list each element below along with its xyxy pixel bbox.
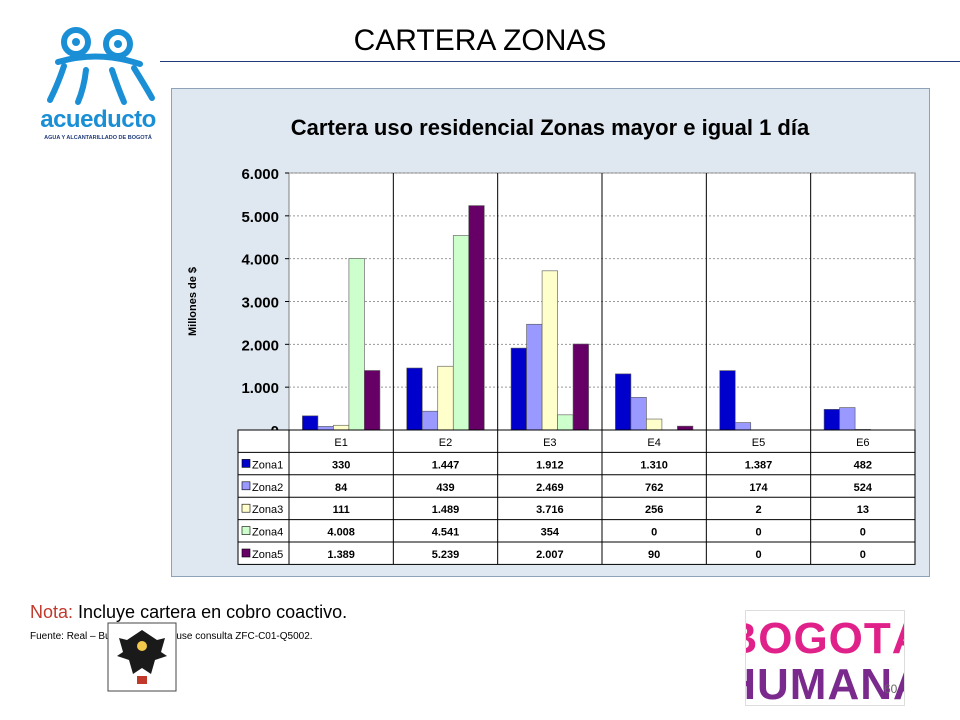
bar-zona2-e1 (317, 426, 334, 431)
bar-zona1-e3 (510, 347, 527, 431)
y-axis-label: Millones de $ (187, 267, 199, 336)
category-label: E4 (647, 437, 660, 449)
bar-zona1-e4 (615, 373, 632, 431)
bar-chart: Cartera uso residencial Zonas mayor e ig… (187, 115, 916, 565)
acueducto-wordmark: acueducto (40, 106, 156, 133)
data-label: 762 (645, 482, 663, 494)
category-label: E1 (334, 437, 347, 449)
data-label: 90 (648, 549, 660, 561)
data-label: 13 (857, 504, 869, 516)
slide-title: CARTERA ZONAS (353, 24, 607, 57)
legend-swatch-zona3 (241, 503, 251, 513)
y-tick-label: 5.000 (241, 209, 279, 226)
legend-swatch-zona1 (241, 459, 251, 468)
data-label: 524 (854, 482, 873, 494)
data-label: 439 (436, 482, 454, 494)
data-label: 84 (335, 482, 348, 494)
bar-zona4-e2 (452, 235, 470, 431)
bogota-crest-icon (107, 622, 177, 692)
data-label: 1.912 (536, 459, 564, 471)
bogota-line2-text: HUMANA (746, 660, 904, 705)
legend-swatch-zona2 (241, 481, 251, 491)
bogota-wordmark: BOGOTÁ (746, 613, 904, 669)
category-label: E2 (439, 437, 452, 449)
y-tick-label: 1.000 (241, 380, 279, 397)
bar-zona4-e1 (348, 258, 365, 431)
data-label: 354 (541, 527, 560, 539)
legend-swatch-zona4 (241, 526, 251, 535)
data-label: 256 (645, 504, 663, 516)
bogota-humana-logo: BOGOTÁ HUMANA (745, 610, 905, 706)
data-label: 2 (755, 504, 761, 516)
acueducto-logo: acueducto AGUA Y ALCANTARILLADO DE BOGOT… (28, 22, 168, 152)
humana-wordmark: HUMANA (746, 659, 904, 705)
y-tick-label: 2.000 (241, 337, 279, 354)
data-label: 111 (333, 504, 350, 516)
legend-label: Zona3 (252, 504, 283, 516)
data-label: 482 (854, 459, 872, 471)
bar-zona5-e4 (677, 425, 694, 431)
y-tick-label: 4.000 (241, 252, 279, 269)
bar-zona4-e3 (557, 414, 574, 431)
note-text: Incluye cartera en cobro coactivo. (73, 602, 348, 622)
bar-zona5-e1 (364, 370, 381, 431)
legend-label: Zona1 (252, 459, 283, 471)
page-number: 60 (884, 682, 898, 696)
bar-zona1-e2 (406, 367, 423, 431)
data-label: 1.389 (327, 549, 355, 561)
category-label: E5 (752, 437, 765, 449)
bar-zona3-e1 (333, 424, 350, 431)
bar-zona5-e3 (572, 343, 589, 431)
bogota-line1-text: BOGOTÁ (746, 613, 904, 659)
data-label: 2.469 (536, 482, 564, 494)
data-label: 0 (860, 549, 866, 561)
data-label: 1.387 (745, 459, 773, 471)
category-label: E6 (856, 437, 869, 449)
bar-zona1-e1 (302, 415, 319, 431)
note: Nota: Incluye cartera en cobro coactivo. (30, 602, 347, 623)
y-tick-label: 3.000 (241, 295, 279, 312)
data-label: 4.541 (432, 527, 460, 539)
data-label: 3.716 (536, 504, 564, 516)
category-label: E3 (543, 437, 556, 449)
bar-zona2-e5 (734, 422, 752, 431)
bar-zona2-e4 (630, 397, 647, 431)
legend-label: Zona4 (252, 527, 283, 539)
bar-zona5-e2 (468, 205, 485, 431)
bar-zona3-e4 (646, 418, 663, 431)
legend-swatch-zona5 (241, 548, 251, 558)
bar-zona2-e2 (421, 410, 439, 431)
y-tick-label: 6.000 (241, 166, 279, 183)
data-label: 0 (651, 527, 657, 539)
legend-label: Zona2 (252, 482, 283, 494)
data-label: 1.489 (432, 504, 460, 516)
acueducto-tagline: AGUA Y ALCANTARILLADO DE BOGOTÁ (44, 135, 152, 141)
bar-zona3-e2 (437, 365, 454, 431)
data-label: 4.008 (327, 527, 355, 539)
data-label: 0 (860, 527, 866, 539)
data-label: 2.007 (536, 549, 564, 561)
data-label: 0 (755, 527, 761, 539)
bar-zona2-e6 (839, 407, 856, 431)
data-label: 174 (749, 482, 768, 494)
title-divider (160, 61, 960, 62)
data-label: 330 (332, 459, 350, 471)
data-label: 1.310 (640, 459, 668, 471)
bar-zona1-e5 (719, 370, 736, 431)
frog-icon (47, 27, 155, 105)
data-label: 0 (755, 549, 761, 561)
data-label: 5.239 (432, 549, 460, 561)
data-label: 1.447 (432, 459, 460, 471)
bar-zona2-e3 (526, 323, 543, 431)
chart-frame: Cartera uso residencial Zonas mayor e ig… (171, 88, 930, 577)
legend-label: Zona5 (252, 549, 283, 561)
note-label: Nota: (30, 602, 74, 622)
bar-zona3-e3 (541, 270, 558, 431)
bar-zona1-e6 (823, 409, 840, 431)
chart-title: Cartera uso residencial Zonas mayor e ig… (291, 115, 810, 140)
